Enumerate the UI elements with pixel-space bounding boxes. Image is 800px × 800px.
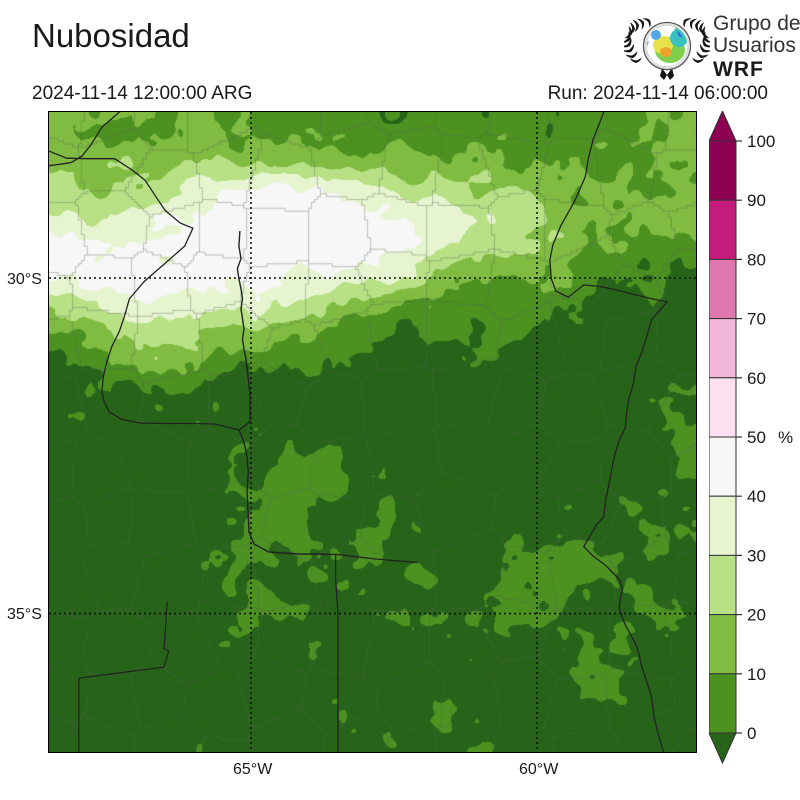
svg-text:40: 40 — [747, 487, 766, 506]
svg-text:80: 80 — [747, 250, 766, 269]
svg-text:10: 10 — [747, 665, 766, 684]
svg-text:60: 60 — [747, 369, 766, 388]
svg-text:70: 70 — [747, 310, 766, 329]
svg-text:0: 0 — [747, 724, 756, 743]
svg-text:%: % — [778, 428, 793, 447]
svg-text:20: 20 — [747, 606, 766, 625]
svg-text:90: 90 — [747, 191, 766, 210]
svg-text:30: 30 — [747, 546, 766, 565]
svg-text:50: 50 — [747, 428, 766, 447]
svg-text:100: 100 — [747, 132, 775, 151]
